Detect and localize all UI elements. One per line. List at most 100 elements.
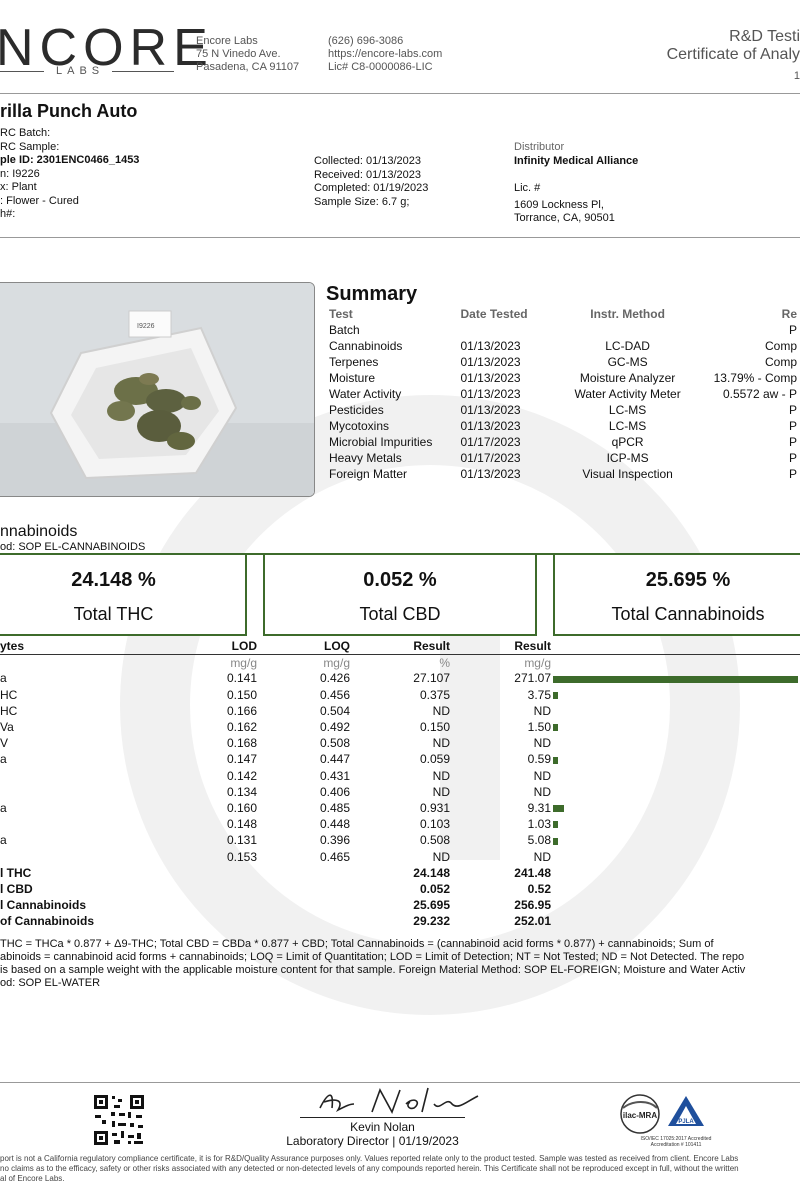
- unit-pct: %: [439, 655, 450, 670]
- summary-date: 01/13/2023: [460, 419, 521, 433]
- analyte-loq: 0.431: [319, 768, 350, 783]
- total-loq: [257, 913, 350, 929]
- photo-tag: I9226: [137, 323, 155, 330]
- cannabinoids-method: od: SOP EL-CANNABINOIDS: [0, 541, 146, 553]
- lab-contact: (626) 696-3086 https://encore-labs.com L…: [328, 35, 442, 74]
- note-line: THC = THCa * 0.877 + Δ9-THC; Total CBD =…: [0, 938, 714, 950]
- doc-type-line1: R&D Testi: [729, 28, 800, 45]
- summary-row: Heavy Metals 01/17/2023 ICP-MS P: [326, 450, 800, 466]
- total-name: l CBD: [0, 881, 33, 896]
- analyte-name: a: [0, 800, 7, 815]
- sample-title: rilla Punch Auto: [0, 101, 138, 121]
- col-loq: LOQ: [324, 638, 350, 653]
- kpi-value: 24.148 %: [71, 569, 156, 591]
- doc-type-line2: Certificate of Analy: [666, 46, 800, 63]
- summary-test: Mycotoxins: [329, 419, 390, 433]
- total-loq: [257, 865, 350, 881]
- info-type: : Flower - Cured: [0, 194, 79, 207]
- pjla-logo: PJLA: [668, 1096, 704, 1126]
- summary-result: 0.5572 aw - P: [722, 387, 797, 401]
- analyte-result-mg: ND: [533, 703, 551, 718]
- note-line: is based on a sample weight with the app…: [0, 964, 746, 976]
- analyte-result-mg: ND: [533, 849, 551, 864]
- analyte-result-mg: ND: [533, 784, 551, 799]
- page-number: 1: [793, 70, 800, 82]
- sample-photo-image: I9226: [0, 283, 314, 496]
- total-result-pct: 29.232: [413, 914, 450, 929]
- units-row: mg/g mg/g % mg/g: [0, 654, 800, 670]
- analyte-name: HC: [0, 703, 18, 718]
- kpi-total-cannabinoids: 25.695 % Total Cannabinoids: [553, 553, 800, 636]
- completed-date: Completed: 01/19/2023: [314, 182, 429, 194]
- summary-row: Cannabinoids 01/13/2023 LC-DAD Comp: [326, 338, 800, 354]
- total-row: l THC 24.148 241.48: [0, 865, 800, 881]
- analyte-result-mg: 1.03: [527, 817, 551, 832]
- distributor-block: Distributor Infinity Medical Alliance Li…: [514, 141, 638, 226]
- kpi-total-thc: 24.148 % Total THC: [0, 553, 247, 636]
- analyte-lod: 0.166: [226, 703, 257, 718]
- summary-row: Foreign Matter 01/13/2023 Visual Inspectio…: [326, 466, 800, 482]
- signature-image: [319, 1087, 479, 1114]
- analyte-lod: 0.153: [226, 849, 257, 864]
- analyte-name: a: [0, 752, 7, 767]
- analyte-bar-cell: [551, 703, 800, 719]
- summary-date: 01/13/2023: [460, 403, 521, 417]
- analyte-loq: 0.396: [319, 833, 350, 848]
- col-result-pct: Result: [413, 638, 450, 653]
- col-bar: [551, 638, 800, 654]
- analyte-name: a: [0, 671, 7, 686]
- analyte-bar: [553, 691, 558, 699]
- analyte-name: Va: [0, 720, 14, 735]
- summary-method: GC-MS: [607, 355, 648, 369]
- note-line: od: SOP EL-WATER: [0, 977, 101, 989]
- notes: THC = THCa * 0.877 + Δ9-THC; Total CBD =…: [0, 938, 745, 990]
- analyte-name: HC: [0, 687, 18, 702]
- summary-date: 01/13/2023: [460, 371, 521, 385]
- qr-code-icon[interactable]: [92, 1093, 146, 1147]
- summary-result: P: [788, 323, 797, 337]
- summary-col-date: Date Tested: [460, 307, 528, 321]
- summary-col-test: Test: [329, 307, 353, 321]
- summary-test: Cannabinoids: [329, 339, 403, 353]
- kpi-total-cbd: 0.052 % Total CBD: [263, 553, 537, 636]
- col-result-mg: Result: [514, 638, 551, 653]
- analyte-lod: 0.141: [226, 671, 257, 686]
- lab-license: Lic# C8-0000086-LIC: [328, 61, 433, 73]
- iso-text: ISO/IEC 17025:2017 Accredited: [640, 1136, 712, 1142]
- ilac-text: ilac-MRA: [623, 1111, 657, 1120]
- info-divider: [0, 237, 800, 238]
- cannabinoids-title: nnabinoids: [0, 523, 78, 540]
- signature-line: [300, 1117, 465, 1118]
- distributor-name: Infinity Medical Alliance: [514, 154, 639, 167]
- total-row: l Cannabinoids 25.695 256.95: [0, 897, 800, 913]
- pjla-text: PJLA: [678, 1119, 694, 1125]
- lab-web[interactable]: https://encore-labs.com: [328, 48, 443, 60]
- analyte-loq: 0.485: [319, 800, 350, 815]
- total-lod: [190, 897, 257, 913]
- summary-test: Pesticides: [329, 403, 384, 417]
- analyte-result-pct: 0.103: [419, 817, 450, 832]
- summary-table: Test Date Tested Instr. Method Re Batch P…: [326, 306, 800, 482]
- analyte-lod: 0.134: [226, 784, 257, 799]
- disclaimer-line: port is not a California regulatory comp…: [0, 1154, 739, 1163]
- lab-address2: Pasadena, CA 91107: [196, 61, 300, 73]
- header-divider: [0, 93, 800, 94]
- summary-header: Test Date Tested Instr. Method Re: [326, 306, 800, 322]
- cannabinoid-rows: a 0.141 0.426 27.107 271.07 HC 0.150 0.456 0.375…: [0, 670, 800, 864]
- summary-method: Moisture Analyzer: [579, 371, 676, 385]
- analyte-lod: 0.150: [226, 687, 257, 702]
- total-bar-cell: [551, 913, 800, 929]
- analyte-row: 0.142 0.431 ND ND: [0, 768, 800, 784]
- sample-info-left: RC Batch: RC Sample: ple ID: 2301ENC0466…: [0, 127, 139, 222]
- summary-result: 13.79% - Comp: [713, 371, 797, 385]
- summary-method: qPCR: [611, 435, 644, 449]
- analyte-result-pct: 0.931: [419, 800, 450, 815]
- ilac-mra-logo: ilac-MRA: [620, 1094, 660, 1134]
- analyte-loq: 0.465: [319, 849, 350, 864]
- note-line: abinoids = cannabinoid acid forms + cann…: [0, 951, 745, 963]
- analyte-result-pct: 0.059: [419, 752, 450, 767]
- analyte-bar: [553, 805, 564, 813]
- summary-method: Water Activity Meter: [574, 387, 681, 401]
- analyte-loq: 0.508: [319, 736, 350, 751]
- logo-wordmark: NCORE: [0, 19, 214, 77]
